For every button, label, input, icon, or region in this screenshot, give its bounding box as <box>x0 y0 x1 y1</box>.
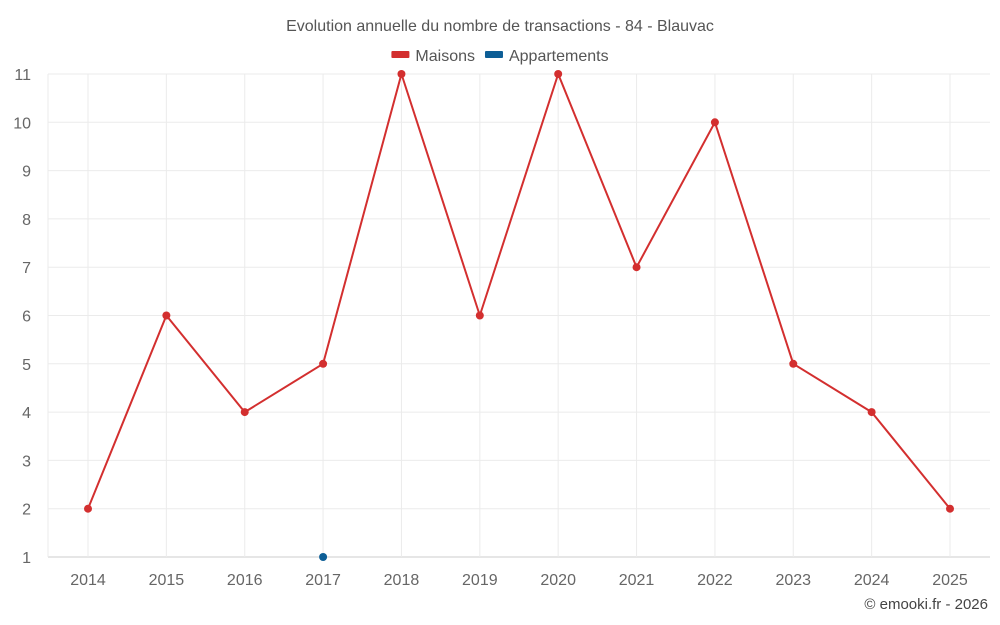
legend-swatch <box>391 51 410 58</box>
x-tick-label: 2021 <box>619 572 655 589</box>
legend-label: Maisons <box>415 48 475 65</box>
legend-label: Appartements <box>509 48 609 65</box>
x-tick-label: 2022 <box>697 572 733 589</box>
series-layer <box>84 70 954 561</box>
grid <box>47 73 990 558</box>
data-point-maisons-2014[interactable] <box>84 504 92 513</box>
x-tick-label: 2018 <box>384 572 420 589</box>
data-point-appartements-2017[interactable] <box>319 553 328 561</box>
x-tick-label: 2019 <box>462 572 498 589</box>
y-tick-label: 2 <box>22 502 31 519</box>
x-tick-label: 2017 <box>305 572 341 589</box>
y-tick-label: 6 <box>22 309 31 326</box>
legend-swatch <box>484 51 503 58</box>
y-tick-label: 11 <box>14 67 31 84</box>
x-tick-label: 2015 <box>149 572 185 589</box>
credit-text: © emooki.fr - 2026 <box>864 596 988 613</box>
data-point-maisons-2023[interactable] <box>789 359 798 368</box>
data-point-maisons-2022[interactable] <box>710 118 719 127</box>
data-point-maisons-2018[interactable] <box>397 70 406 78</box>
data-point-maisons-2019[interactable] <box>475 311 484 320</box>
data-point-maisons-2017[interactable] <box>319 359 328 368</box>
chart-title: Evolution annuelle du nombre de transact… <box>286 18 714 35</box>
y-tick-label: 1 <box>22 550 31 567</box>
series-line-maisons <box>87 73 951 510</box>
data-point-maisons-2016[interactable] <box>240 408 249 417</box>
legend: Maisons Appartements <box>391 48 609 65</box>
data-point-maisons-2021[interactable] <box>632 263 641 272</box>
y-tick-label: 7 <box>22 260 31 277</box>
data-point-maisons-2024[interactable] <box>867 408 876 417</box>
x-tick-label: 2024 <box>854 572 890 589</box>
y-tick-label: 8 <box>22 212 31 229</box>
data-point-maisons-2025[interactable] <box>946 504 954 513</box>
y-tick-label: 9 <box>22 164 31 181</box>
legend-item-maisons[interactable]: Maisons <box>391 48 475 65</box>
x-tick-label: 2023 <box>775 572 811 589</box>
y-axis: 1 2 3 4 5 6 7 8 9 10 11 <box>13 67 31 567</box>
y-tick-label: 10 <box>13 115 31 132</box>
x-tick-label: 2020 <box>540 572 576 589</box>
y-tick-label: 5 <box>22 357 31 374</box>
data-point-maisons-2020[interactable] <box>554 70 563 78</box>
y-tick-label: 3 <box>22 453 31 470</box>
data-point-maisons-2015[interactable] <box>162 311 171 320</box>
legend-item-appartements[interactable]: Appartements <box>484 48 609 65</box>
x-tick-label: 2014 <box>70 572 106 589</box>
x-axis: 2014 2015 2016 2017 2018 2019 2020 2021 2022 2023… <box>70 572 968 589</box>
y-tick-label: 4 <box>22 405 31 422</box>
x-tick-label: 2025 <box>932 572 968 589</box>
x-tick-label: 2016 <box>227 572 263 589</box>
